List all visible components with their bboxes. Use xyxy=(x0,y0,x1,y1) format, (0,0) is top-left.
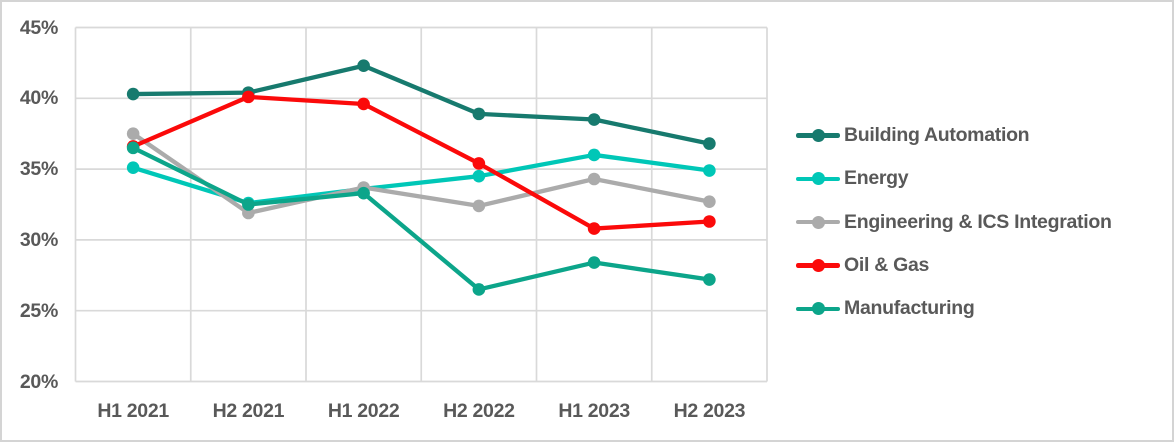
legend-item-manufacturing: Manufacturing xyxy=(796,287,1112,330)
x-axis-category-label: H2 2023 xyxy=(673,400,746,422)
y-axis-tick-label: 25% xyxy=(19,299,58,322)
data-point-engineering-ics-integration xyxy=(472,199,486,213)
data-point-engineering-ics-integration xyxy=(126,127,140,140)
legend-item-engineering-ics-integration: Engineering & ICS Integration xyxy=(796,201,1112,244)
data-point-oil-gas xyxy=(472,157,486,170)
series-line-engineering-ics-integration xyxy=(130,131,712,216)
x-axis-category-label: H2 2022 xyxy=(443,400,515,422)
data-point-building-automation xyxy=(587,113,601,126)
data-point-manufacturing xyxy=(126,141,140,155)
data-point-manufacturing xyxy=(472,283,486,296)
series-manufacturing xyxy=(126,141,716,296)
legend-label: Building Automation xyxy=(844,124,1030,147)
gridlines xyxy=(74,26,768,383)
series-building-automation xyxy=(126,59,716,150)
data-point-building-automation xyxy=(472,107,486,121)
x-axis-category-label: H2 2021 xyxy=(212,400,285,422)
legend-line-marker-icon xyxy=(796,172,840,186)
data-point-building-automation xyxy=(126,87,140,101)
data-point-manufacturing xyxy=(587,256,601,269)
legend-line-marker-icon xyxy=(796,215,840,229)
data-point-energy xyxy=(472,169,486,183)
legend-label: Engineering & ICS Integration xyxy=(844,210,1112,233)
data-point-manufacturing xyxy=(703,273,716,286)
y-axis-tick-label: 20% xyxy=(19,370,58,393)
series-line-building-automation xyxy=(130,63,712,146)
data-point-manufacturing xyxy=(242,198,255,211)
data-point-building-automation xyxy=(357,59,370,73)
data-point-oil-gas xyxy=(587,222,601,235)
data-point-oil-gas xyxy=(703,215,716,228)
y-axis-tick-label: 40% xyxy=(19,87,58,110)
data-point-engineering-ics-integration xyxy=(703,195,716,208)
legend-item-energy: Energy xyxy=(796,157,1112,200)
x-axis-category-label: H1 2022 xyxy=(327,400,400,422)
data-point-energy xyxy=(126,161,140,174)
x-axis-category-label: H1 2023 xyxy=(558,400,630,422)
data-point-oil-gas xyxy=(357,97,370,111)
series-line-oil-gas xyxy=(130,94,712,231)
legend-line-marker-icon xyxy=(796,302,840,316)
legend: Building Automation Energy Engineering & I… xyxy=(796,114,1112,330)
legend-label: Manufacturing xyxy=(844,297,975,320)
legend-item-oil-gas: Oil & Gas xyxy=(796,244,1112,287)
data-point-manufacturing xyxy=(357,186,370,200)
legend-line-marker-icon xyxy=(796,129,840,143)
legend-label: Oil & Gas xyxy=(844,254,930,277)
legend-line-marker-icon xyxy=(796,259,840,273)
y-axis-tick-label: 30% xyxy=(19,228,58,251)
data-point-energy xyxy=(587,148,601,162)
x-axis-category-label: H1 2021 xyxy=(97,400,169,422)
data-point-energy xyxy=(703,164,716,177)
y-axis-tick-label: 35% xyxy=(19,158,58,181)
y-axis-tick-label: 45% xyxy=(19,16,58,39)
legend-item-building-automation: Building Automation xyxy=(796,114,1112,157)
legend-label: Energy xyxy=(844,167,909,190)
series-line-manufacturing xyxy=(130,145,712,292)
data-point-engineering-ics-integration xyxy=(587,172,601,186)
data-point-oil-gas xyxy=(242,90,255,104)
data-point-building-automation xyxy=(703,137,716,150)
